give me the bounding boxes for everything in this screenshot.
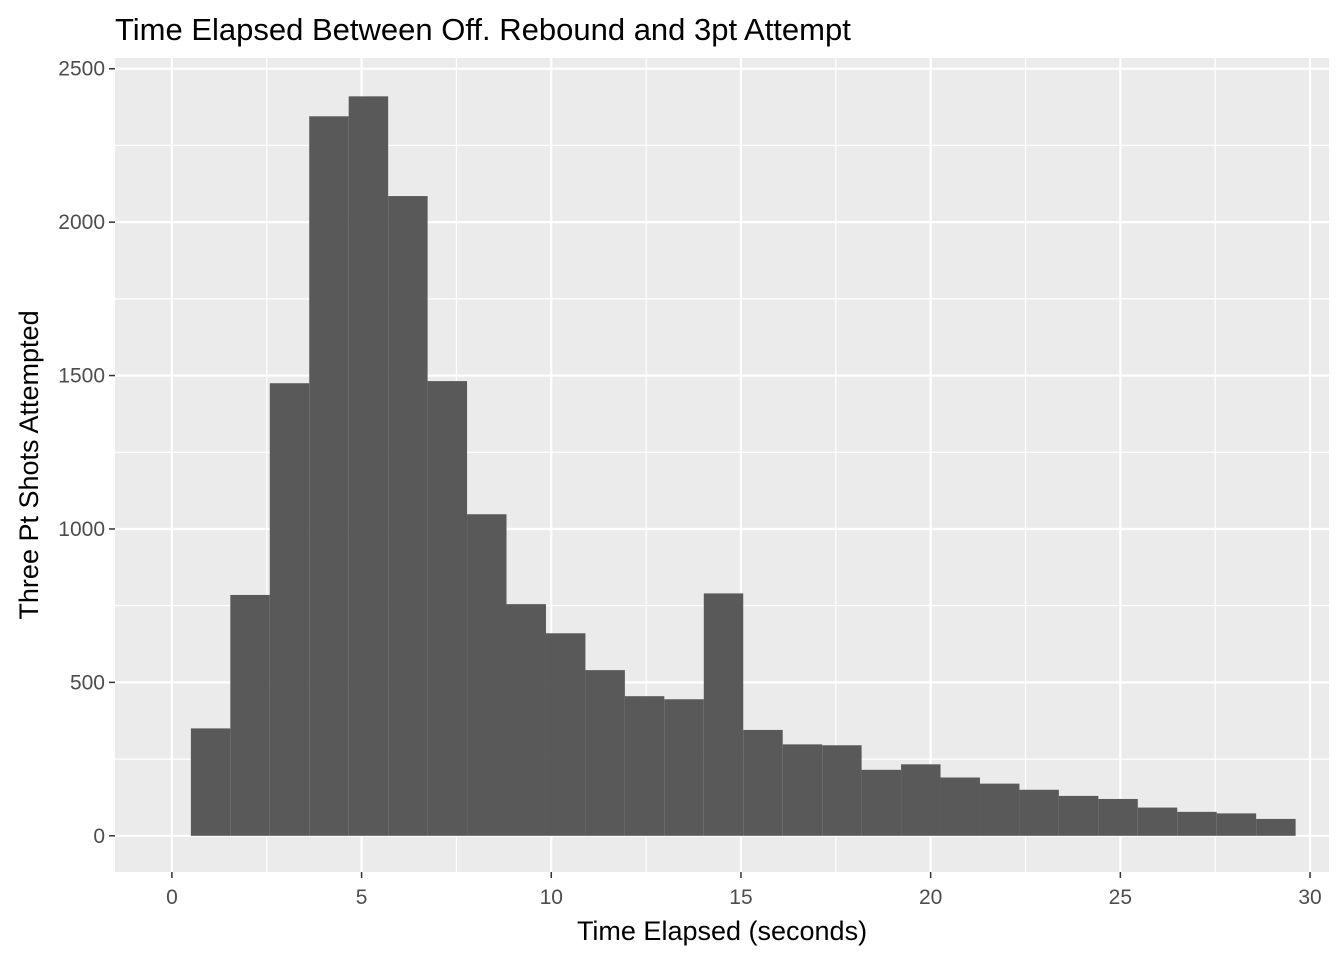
y-axis: 0 500 1000 1500 2000 2500 (58, 58, 115, 848)
y-tick-label: 2500 (58, 58, 105, 81)
histogram-bar (388, 196, 428, 836)
x-tick-label: 25 (1109, 886, 1132, 909)
histogram-bar (703, 593, 744, 836)
histogram-bar (545, 633, 586, 836)
histogram-bar (309, 116, 349, 836)
histogram-bar (1058, 795, 1099, 836)
x-tick-label: 0 (166, 886, 178, 909)
y-tick-label: 0 (93, 825, 105, 848)
x-tick-label: 30 (1298, 886, 1321, 909)
histogram-bar (782, 744, 823, 836)
x-tick-label: 10 (540, 886, 563, 909)
histogram-bar (467, 514, 507, 836)
bars (190, 96, 1296, 836)
x-tick-label: 5 (356, 886, 368, 909)
histogram-bar (940, 777, 980, 836)
histogram-bar (506, 604, 546, 836)
histogram-bar (1019, 789, 1059, 836)
histogram-bar (1098, 798, 1138, 836)
histogram-bar (348, 96, 389, 836)
histogram-bar (624, 696, 665, 836)
y-tick-label: 500 (70, 671, 105, 694)
histogram-bar (1137, 807, 1178, 836)
x-tick-label: 20 (919, 886, 942, 909)
histogram-bar (269, 383, 310, 836)
histogram-bar (901, 764, 941, 836)
histogram-bar (1216, 813, 1257, 836)
x-axis-title: Time Elapsed (seconds) (577, 916, 867, 946)
histogram-bar (664, 699, 704, 836)
histogram-bar (190, 728, 231, 836)
y-tick-label: 1000 (58, 518, 105, 541)
histogram-bar (861, 769, 902, 836)
histogram-bar (1256, 818, 1296, 836)
chart-title: Time Elapsed Between Off. Rebound and 3p… (115, 12, 851, 47)
histogram-bar (822, 745, 862, 836)
histogram-bar (743, 729, 783, 836)
histogram-bar (230, 594, 270, 836)
x-tick-label: 15 (729, 886, 752, 909)
y-axis-title: Three Pt Shots Attempted (14, 310, 44, 619)
y-tick-label: 2000 (58, 211, 105, 234)
histogram-bar (1177, 811, 1217, 836)
histogram-bar (427, 381, 468, 836)
y-tick-label: 1500 (58, 365, 105, 388)
x-axis: 0 5 10 15 20 25 30 (166, 872, 1322, 909)
histogram-bar (585, 670, 625, 836)
histogram-bar (979, 783, 1020, 836)
